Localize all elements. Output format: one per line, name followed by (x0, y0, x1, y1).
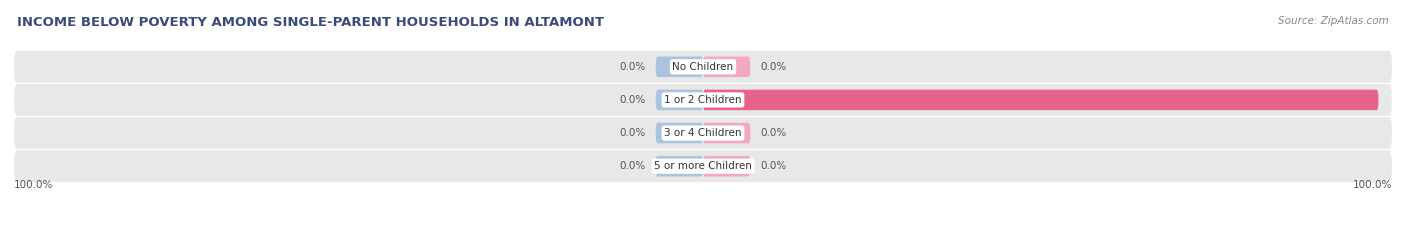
FancyBboxPatch shape (703, 57, 751, 77)
FancyBboxPatch shape (703, 90, 1378, 110)
FancyBboxPatch shape (703, 123, 751, 143)
FancyBboxPatch shape (655, 156, 703, 176)
FancyBboxPatch shape (655, 123, 703, 143)
FancyBboxPatch shape (14, 51, 1392, 83)
FancyBboxPatch shape (655, 57, 703, 77)
FancyBboxPatch shape (14, 84, 1392, 116)
FancyBboxPatch shape (655, 90, 703, 110)
Text: 5 or more Children: 5 or more Children (654, 161, 752, 171)
FancyBboxPatch shape (14, 117, 1392, 149)
FancyBboxPatch shape (703, 156, 751, 176)
Text: Source: ZipAtlas.com: Source: ZipAtlas.com (1278, 16, 1389, 26)
Text: 100.0%: 100.0% (14, 180, 53, 190)
Text: INCOME BELOW POVERTY AMONG SINGLE-PARENT HOUSEHOLDS IN ALTAMONT: INCOME BELOW POVERTY AMONG SINGLE-PARENT… (17, 16, 603, 29)
Text: 100.0%: 100.0% (1389, 95, 1406, 105)
FancyBboxPatch shape (14, 150, 1392, 182)
Text: 0.0%: 0.0% (619, 95, 645, 105)
Text: 0.0%: 0.0% (761, 161, 787, 171)
Text: No Children: No Children (672, 62, 734, 72)
Text: 0.0%: 0.0% (619, 128, 645, 138)
Text: 0.0%: 0.0% (761, 128, 787, 138)
Text: 100.0%: 100.0% (1353, 180, 1392, 190)
Text: 0.0%: 0.0% (619, 161, 645, 171)
Text: 3 or 4 Children: 3 or 4 Children (664, 128, 742, 138)
Text: 0.0%: 0.0% (761, 62, 787, 72)
Text: 0.0%: 0.0% (619, 62, 645, 72)
Text: 1 or 2 Children: 1 or 2 Children (664, 95, 742, 105)
